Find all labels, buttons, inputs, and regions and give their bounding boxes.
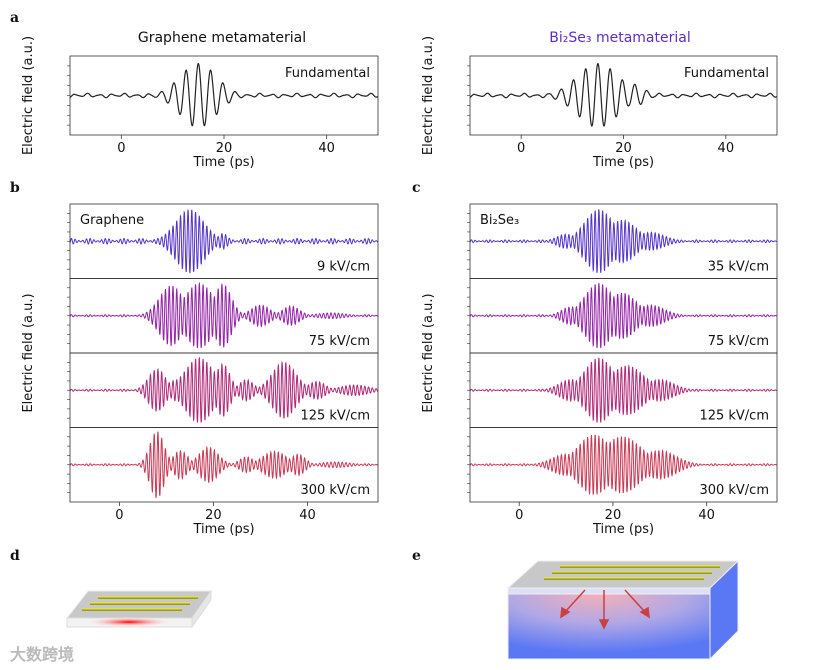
material-label: Graphene [80,213,144,228]
waveform-a-left-0 [69,62,379,127]
panel-label-e: e [412,548,421,564]
y-axis-label: Electric field (a.u.) [21,293,36,412]
panel-label-a: a [10,10,19,26]
graphene-device-illustration [65,589,212,629]
bi2se3-device-illustration [506,559,740,661]
panel-b: 9 kV/cm 75 kV/cm 125 kV/cm 300 kV/cm Graphen… [21,203,379,537]
x-axis-label: Time (ps) [592,155,654,170]
waveform-c-2 [469,357,778,423]
waveform-b-3 [69,431,379,499]
x-axis-label: Time (ps) [592,522,654,537]
x-tick-label: 0 [517,141,525,156]
x-tick-label: 20 [615,141,632,156]
waveform-b-1 [69,281,379,349]
panel-c: 35 kV/cm 75 kV/cm 125 kV/cm 300 kV/cm Bi₂Se₃… [421,203,778,537]
waveform-c-1 [469,282,778,349]
plots: Fundamental 0 20 40 Time (ps) Electric field … [21,36,778,537]
x-axis-label: Time (ps) [192,155,254,170]
x-tick-label: 0 [117,141,125,156]
y-axis-label: Electric field (a.u.) [421,36,436,155]
x-tick-label: 0 [515,508,523,523]
material-label: Bi₂Se₃ [480,213,519,228]
subplot-label: Fundamental [684,66,769,81]
y-axis-label: Electric field (a.u.) [21,36,36,155]
subplot-label: 300 kV/cm [300,483,370,498]
subplot-label: 75 kV/cm [309,334,370,349]
waveform-c-3 [469,434,778,496]
x-tick-label: 20 [216,141,233,156]
x-tick-label: 40 [698,508,715,523]
subplot-label: 75 kV/cm [708,334,769,349]
x-tick-label: 40 [318,141,335,156]
x-tick-label: 40 [299,508,316,523]
waveform-b-0 [69,209,379,274]
subplot-label: 35 kV/cm [708,260,769,275]
x-tick-label: 0 [115,508,123,523]
title-bi2se3: Bi₂Se₃ metamaterial [549,30,690,46]
x-tick-label: 20 [205,508,222,523]
x-tick-label: 40 [718,141,735,156]
waveform-a-right-0 [469,62,778,127]
panel-a-right: Fundamental 0 20 40 Time (ps) Electric field … [421,36,778,170]
subplot-label: 300 kV/cm [699,483,769,498]
subplot-label: 125 kV/cm [699,409,769,424]
subplot-label: 9 kV/cm [317,260,370,275]
panel-label-b: b [10,180,20,196]
subplot-label: Fundamental [285,66,370,81]
heat-flow-arrows [560,589,650,630]
title-graphene: Graphene metamaterial [138,30,306,46]
watermark: 大数跨境 [10,645,74,664]
waveform-b-2 [69,356,379,423]
waveform-c-0 [469,209,778,273]
panel-a-left: Fundamental 0 20 40 Time (ps) Electric field … [21,36,379,170]
x-axis-label: Time (ps) [192,522,254,537]
panel-label-d: d [10,548,20,564]
y-axis-label: Electric field (a.u.) [421,293,436,412]
subplot-label: 125 kV/cm [300,409,370,424]
panel-label-c: c [412,180,421,196]
x-tick-label: 20 [605,508,622,523]
